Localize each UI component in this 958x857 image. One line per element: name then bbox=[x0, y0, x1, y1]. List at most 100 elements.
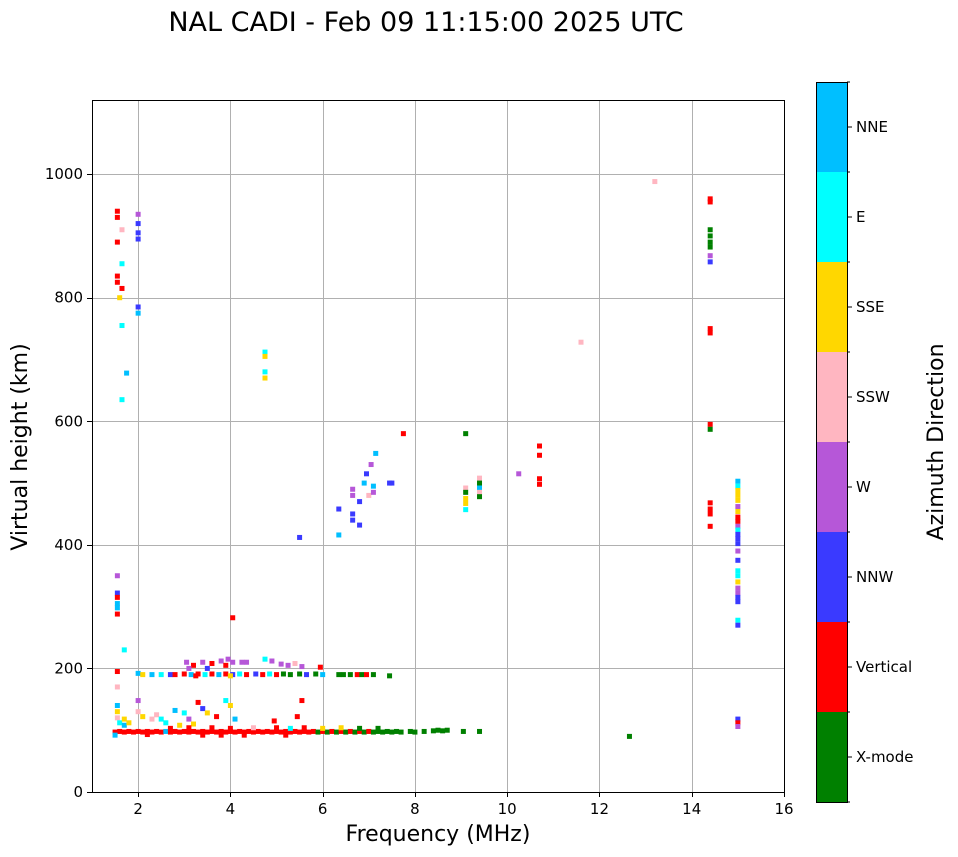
y-tick-label: 400 bbox=[54, 536, 83, 554]
data-cell bbox=[114, 601, 120, 607]
data-cell bbox=[241, 729, 247, 735]
data-cell bbox=[287, 672, 293, 678]
data-cell bbox=[707, 244, 713, 250]
data-cell bbox=[177, 722, 183, 728]
x-tick-label: 2 bbox=[133, 800, 143, 818]
data-cell bbox=[114, 590, 120, 596]
data-cell bbox=[121, 716, 127, 722]
colorbar-segment bbox=[816, 532, 847, 622]
data-cell bbox=[735, 536, 741, 542]
x-axis-label: Frequency (MHz) bbox=[346, 822, 531, 847]
data-cell bbox=[223, 698, 229, 704]
data-cell bbox=[735, 568, 741, 574]
data-cell bbox=[370, 729, 376, 735]
data-cell bbox=[463, 507, 469, 513]
data-cell bbox=[707, 511, 713, 517]
data-cell bbox=[536, 476, 542, 482]
data-cell bbox=[193, 673, 199, 679]
data-cell bbox=[223, 671, 229, 677]
data-cell bbox=[214, 729, 220, 735]
data-cell bbox=[135, 304, 141, 310]
data-cell bbox=[301, 728, 307, 734]
data-cell bbox=[735, 541, 741, 547]
data-cell bbox=[204, 710, 210, 716]
colorbar-tick-label: SSW bbox=[856, 388, 890, 406]
data-cell bbox=[209, 671, 215, 677]
data-cell bbox=[735, 492, 741, 498]
data-cell bbox=[232, 729, 238, 735]
data-cell bbox=[707, 233, 713, 239]
data-cell bbox=[186, 665, 192, 671]
data-cell bbox=[264, 728, 270, 734]
data-cell bbox=[735, 487, 741, 493]
data-cell bbox=[320, 672, 326, 678]
data-cell bbox=[363, 672, 369, 678]
data-cell bbox=[135, 221, 141, 227]
data-cell bbox=[119, 285, 125, 291]
data-cell bbox=[430, 728, 436, 734]
data-cell bbox=[380, 729, 386, 735]
data-cell bbox=[735, 548, 741, 554]
data-cell bbox=[578, 339, 584, 345]
data-cell bbox=[218, 658, 224, 664]
data-cell bbox=[444, 727, 450, 733]
data-cell bbox=[186, 729, 192, 735]
data-cell bbox=[477, 485, 483, 491]
data-cell bbox=[357, 725, 363, 731]
data-cell bbox=[329, 728, 335, 734]
data-cell bbox=[204, 665, 210, 671]
data-cell bbox=[707, 426, 713, 432]
colorbar-tick-label: NNW bbox=[856, 568, 893, 586]
y-axis-label: Virtual height (km) bbox=[8, 343, 33, 550]
data-cell bbox=[190, 728, 196, 734]
data-cell bbox=[735, 508, 741, 514]
data-cell bbox=[204, 729, 210, 735]
x-tick-label: 16 bbox=[774, 800, 793, 818]
data-cell bbox=[121, 722, 127, 728]
data-cell bbox=[707, 523, 713, 529]
data-cell bbox=[652, 179, 658, 185]
y-tick-label: 0 bbox=[73, 783, 83, 801]
data-cell bbox=[119, 227, 125, 233]
data-cell bbox=[707, 330, 713, 336]
data-cell bbox=[536, 481, 542, 487]
data-cell bbox=[707, 421, 713, 427]
data-cell bbox=[463, 489, 469, 495]
data-cell bbox=[117, 295, 123, 301]
data-cell bbox=[707, 326, 713, 332]
data-cell bbox=[735, 716, 741, 722]
data-cell bbox=[209, 725, 215, 731]
data-cell bbox=[735, 573, 741, 579]
data-cell bbox=[370, 672, 376, 678]
data-cell bbox=[278, 661, 284, 667]
data-cell bbox=[158, 672, 164, 678]
data-cell bbox=[119, 323, 125, 329]
data-cell bbox=[366, 728, 372, 734]
data-cell bbox=[209, 660, 215, 666]
data-cell bbox=[119, 261, 125, 267]
data-cell bbox=[227, 725, 233, 731]
colorbar-segment bbox=[816, 622, 847, 712]
data-cell bbox=[237, 671, 243, 677]
colorbar-tick-label: NNE bbox=[856, 118, 888, 136]
data-cell bbox=[299, 664, 305, 670]
data-cell bbox=[112, 729, 118, 735]
data-cell bbox=[117, 720, 123, 726]
data-cell bbox=[735, 590, 741, 596]
data-cell bbox=[114, 214, 120, 220]
data-cell bbox=[735, 478, 741, 484]
data-cell bbox=[336, 532, 342, 538]
data-cell bbox=[237, 728, 243, 734]
data-cell bbox=[336, 672, 342, 678]
data-cell bbox=[135, 728, 141, 734]
data-cell bbox=[306, 729, 312, 735]
data-cell bbox=[121, 647, 127, 653]
data-cell bbox=[117, 728, 123, 734]
data-cell bbox=[735, 579, 741, 585]
data-cell bbox=[735, 497, 741, 503]
data-cell bbox=[267, 671, 273, 677]
data-cell bbox=[393, 728, 399, 734]
data-cell bbox=[375, 725, 381, 731]
data-cell bbox=[707, 506, 713, 512]
data-cell bbox=[463, 500, 469, 506]
